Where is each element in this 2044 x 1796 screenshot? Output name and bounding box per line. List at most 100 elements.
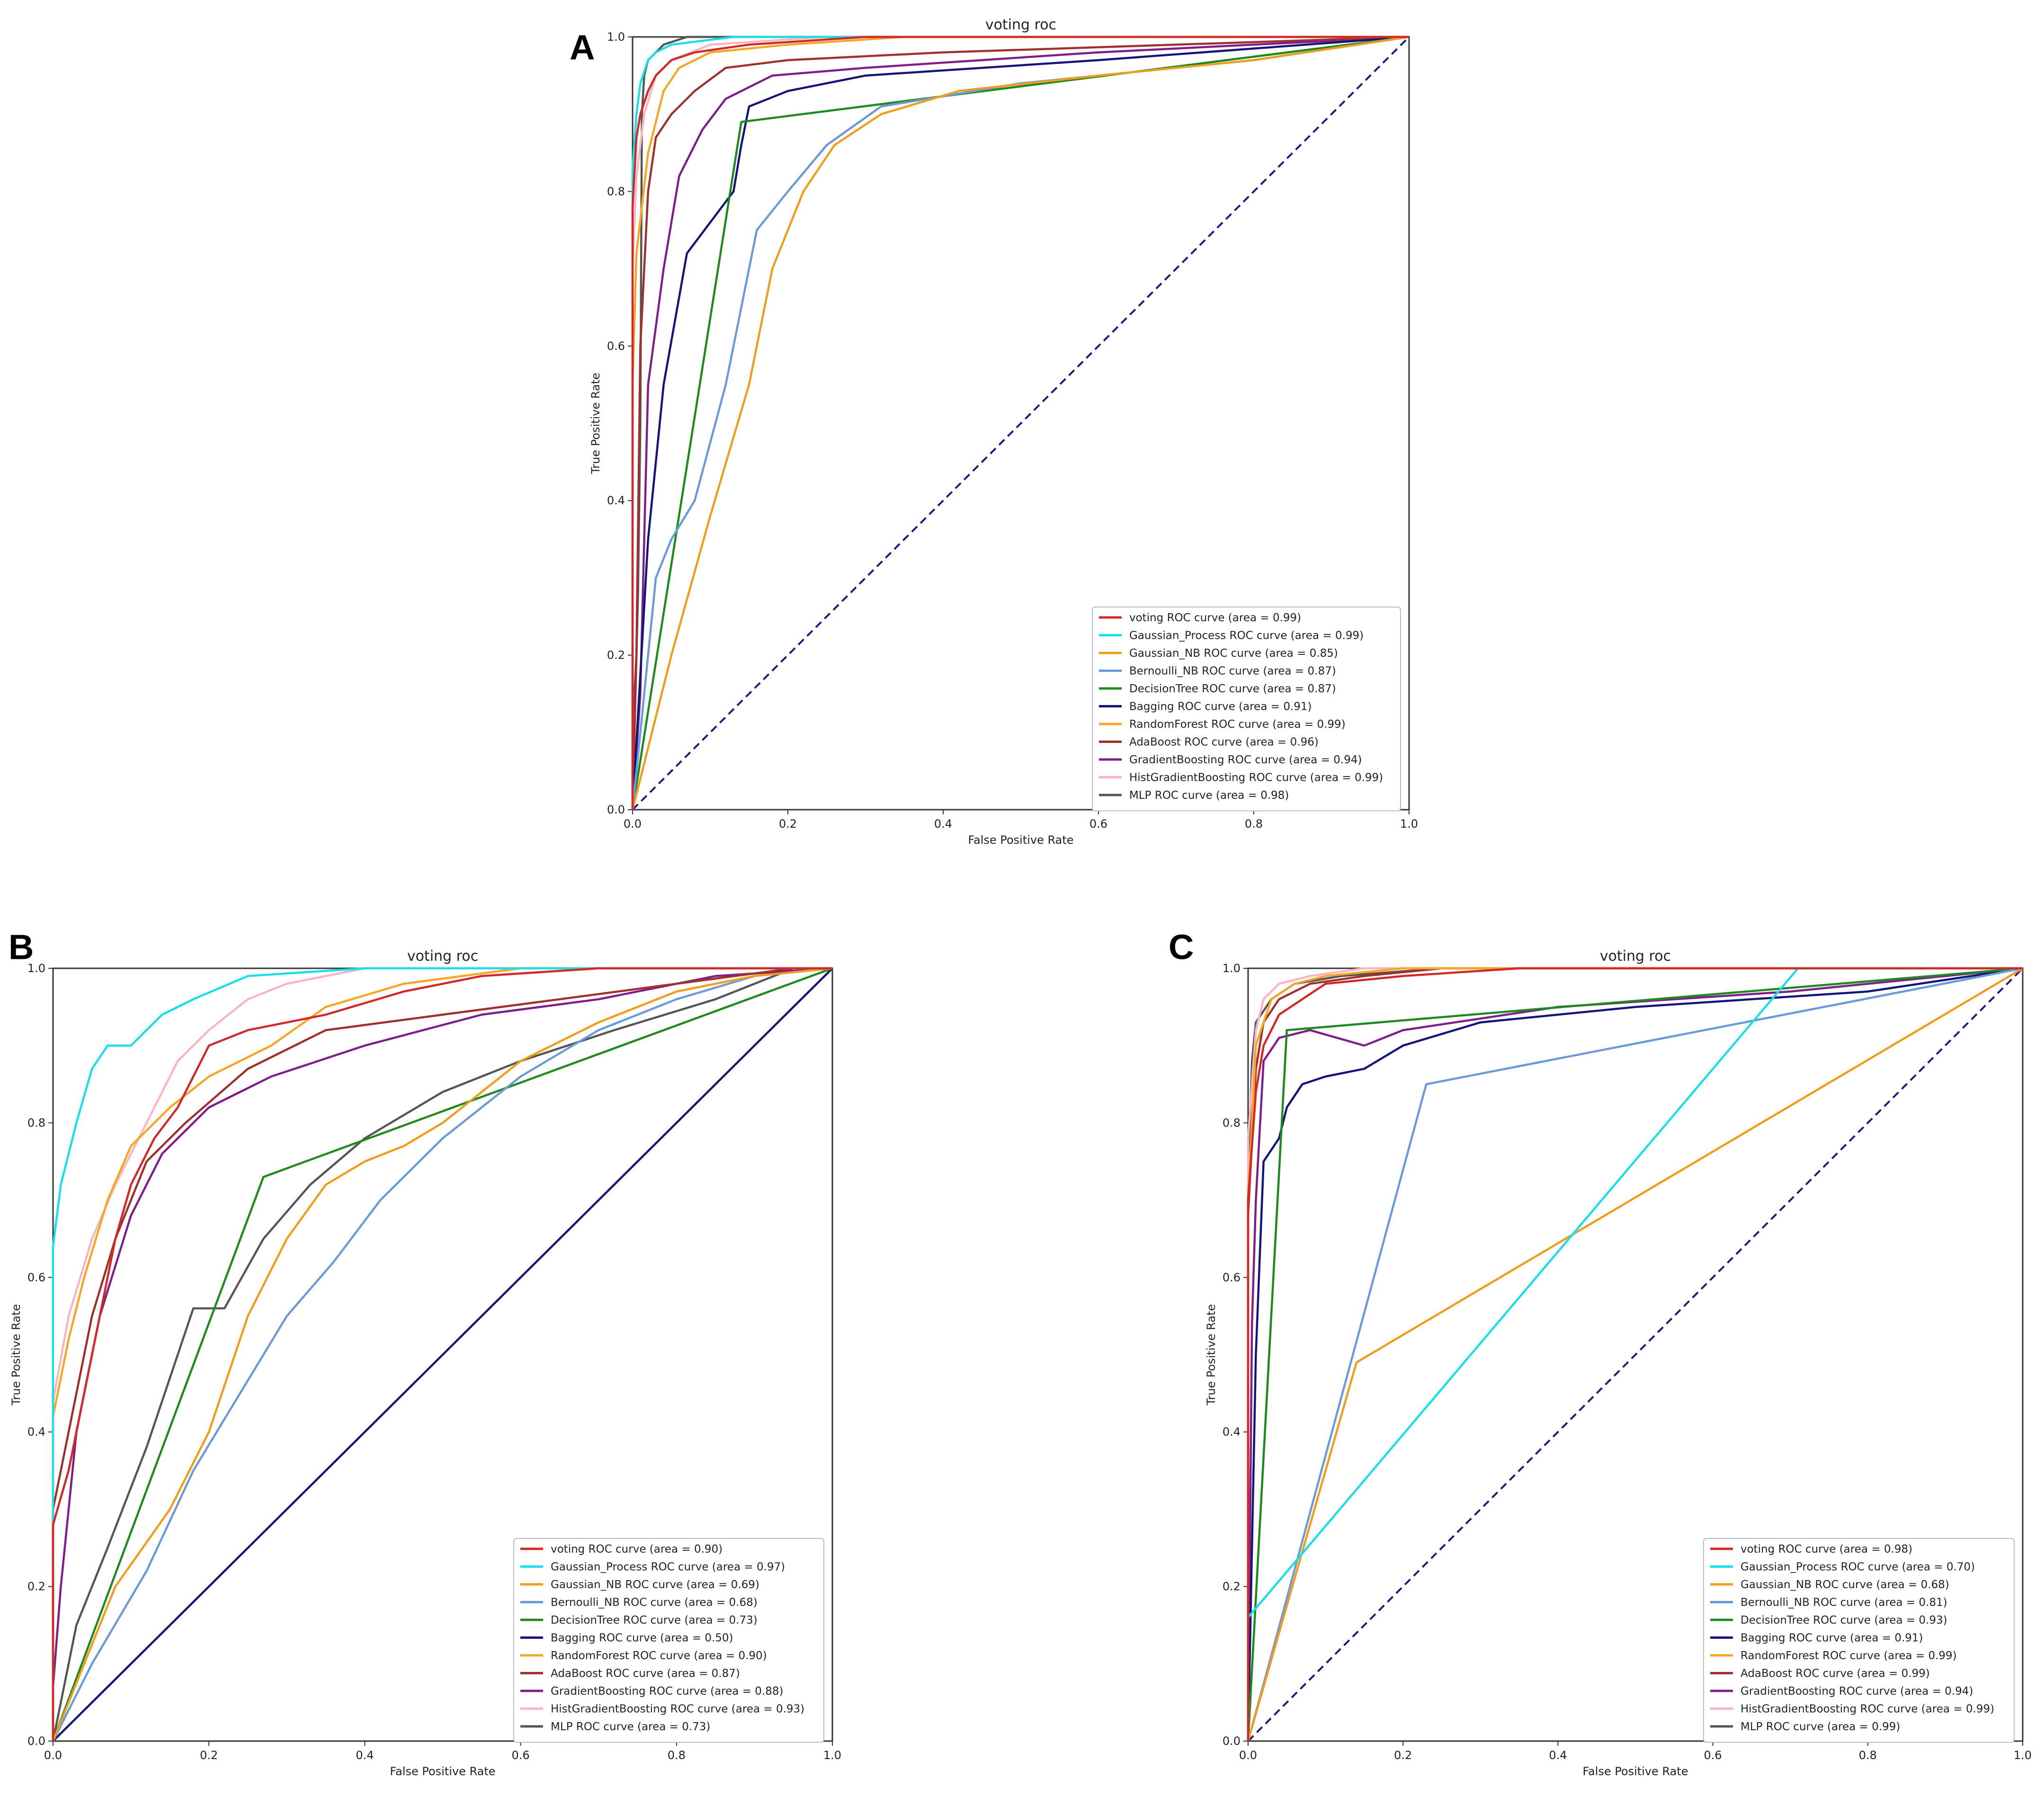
legend: voting ROC curve (area = 0.98) Gaussian_P… — [1703, 1538, 2015, 1743]
x-axis-label: False Positive Rate — [1582, 1765, 1688, 1778]
roc-series-line — [52, 967, 832, 1741]
legend-label: HistGradientBoosting ROC curve (area = 0… — [1741, 1703, 1994, 1716]
y-tick-label: 1.0 — [27, 962, 45, 975]
legend-label: GradientBoosting ROC curve (area = 0.94) — [1741, 1685, 1973, 1698]
roc-series-line — [52, 967, 832, 1741]
legend-box — [513, 1538, 824, 1743]
y-tick-label: 0.4 — [607, 494, 625, 507]
x-tick-label: 0.4 — [356, 1749, 374, 1762]
x-tick-label: 1.0 — [2014, 1749, 2032, 1762]
roc-series-line — [52, 967, 833, 1742]
legend-label: Bernoulli_NB ROC curve (area = 0.81) — [1741, 1597, 1947, 1609]
legend-label: Gaussian_Process ROC curve (area = 0.99) — [1129, 630, 1364, 642]
y-tick-label: 1.0 — [607, 30, 625, 44]
legend-label: Gaussian_Process ROC curve (area = 0.97) — [551, 1561, 785, 1573]
x-tick-label: 0.4 — [934, 817, 952, 831]
y-tick-label: 0.8 — [607, 185, 625, 198]
y-tick-label: 0.0 — [27, 1734, 45, 1748]
x-axis-label: False Positive Rate — [390, 1765, 495, 1778]
y-tick-label: 0.8 — [1223, 1116, 1241, 1129]
roc-series-line — [631, 36, 1410, 810]
roc-series-line — [631, 36, 1410, 810]
roc-series-line — [1247, 967, 2023, 1742]
panel-letter: C — [1169, 928, 1194, 967]
legend-label: AdaBoost ROC curve (area = 0.96) — [1129, 736, 1319, 749]
roc-series-line — [631, 36, 1409, 810]
legend-label: Gaussian_NB ROC curve (area = 0.69) — [551, 1579, 759, 1591]
y-tick-label: 0.4 — [1223, 1425, 1241, 1439]
x-tick-label: 0.6 — [1089, 817, 1107, 831]
y-tick-label: 0.2 — [27, 1580, 45, 1593]
x-tick-label: 0.0 — [44, 1749, 62, 1762]
legend-label: MLP ROC curve (area = 0.73) — [551, 1721, 710, 1733]
x-tick-label: 0.0 — [1239, 1749, 1257, 1762]
x-tick-label: 0.2 — [1394, 1749, 1412, 1762]
x-tick-label: 0.6 — [512, 1749, 530, 1762]
legend-label: voting ROC curve (area = 0.90) — [551, 1543, 723, 1555]
roc-series-line — [1247, 967, 2023, 1741]
roc-series-line — [1247, 967, 2023, 1742]
y-axis-label: True Positive Rate — [1205, 1304, 1218, 1406]
roc-series-line — [1247, 967, 2024, 1742]
roc-curves — [631, 36, 1410, 810]
y-axis-label: True Positive Rate — [9, 1304, 23, 1406]
chart-title: voting roc — [1600, 948, 1671, 965]
x-tick-label: 0.2 — [779, 817, 797, 831]
legend-label: voting ROC curve (area = 0.98) — [1741, 1543, 1912, 1555]
legend-label: Gaussian_NB ROC curve (area = 0.85) — [1129, 647, 1338, 660]
roc-curves — [1247, 967, 2024, 1742]
legend-label: Bernoulli_NB ROC curve (area = 0.87) — [1129, 665, 1336, 678]
chart-title: voting roc — [985, 17, 1056, 33]
roc-series-line — [631, 36, 1410, 810]
legend-label: RandomForest ROC curve (area = 0.99) — [1741, 1650, 1957, 1662]
legend-label: AdaBoost ROC curve (area = 0.87) — [551, 1668, 740, 1680]
legend-label: MLP ROC curve (area = 0.98) — [1129, 789, 1289, 802]
roc-series-line — [1247, 967, 2023, 1741]
y-tick-label: 0.2 — [1223, 1580, 1241, 1593]
x-tick-label: 0.0 — [624, 817, 642, 831]
roc-series-line — [52, 967, 832, 1741]
legend-label: GradientBoosting ROC curve (area = 0.88) — [551, 1685, 783, 1698]
x-tick-label: 1.0 — [1400, 817, 1418, 831]
roc-series-line — [631, 36, 1409, 810]
chance-diagonal — [1247, 967, 2024, 1742]
roc-series-line — [52, 967, 833, 1742]
legend-label: AdaBoost ROC curve (area = 0.99) — [1741, 1668, 1930, 1680]
legend-label: MLP ROC curve (area = 0.99) — [1741, 1721, 1900, 1733]
y-tick-label: 0.4 — [27, 1425, 45, 1439]
roc-series-line — [52, 967, 832, 1741]
legend-label: Bagging ROC curve (area = 0.91) — [1741, 1632, 1923, 1644]
legend-label: HistGradientBoosting ROC curve (area = 0… — [1129, 772, 1383, 784]
roc-series-line — [52, 967, 833, 1742]
roc-series-line — [52, 967, 833, 1741]
roc-curves — [52, 967, 833, 1742]
roc-series-line — [631, 36, 1409, 810]
roc-series-line — [52, 967, 832, 1741]
legend-label: DecisionTree ROC curve (area = 0.87) — [1129, 683, 1336, 695]
y-tick-label: 1.0 — [1223, 962, 1241, 975]
y-tick-label: 0.6 — [27, 1271, 45, 1284]
panel-letter: A — [570, 28, 595, 67]
x-axis-label: False Positive Rate — [968, 833, 1073, 847]
x-tick-label: 0.8 — [668, 1749, 686, 1762]
legend: voting ROC curve (area = 0.99) Gaussian_P… — [1092, 607, 1401, 812]
legend-label: Bagging ROC curve (area = 0.50) — [551, 1632, 733, 1644]
chance-diagonal — [632, 36, 1410, 811]
roc-series-line — [52, 967, 832, 1742]
y-tick-label: 0.8 — [27, 1116, 45, 1129]
legend-label: Gaussian_Process ROC curve (area = 0.70) — [1741, 1561, 1975, 1573]
y-tick-label: 0.0 — [607, 803, 625, 816]
legend-label: Bernoulli_NB ROC curve (area = 0.68) — [551, 1597, 758, 1609]
y-tick-label: 0.0 — [1223, 1734, 1241, 1748]
legend-label: DecisionTree ROC curve (area = 0.73) — [551, 1614, 758, 1626]
panel-letter: B — [9, 928, 34, 967]
y-tick-label: 0.6 — [1223, 1271, 1241, 1284]
x-tick-label: 0.8 — [1859, 1749, 1877, 1762]
legend-label: HistGradientBoosting ROC curve (area = 0… — [551, 1703, 804, 1716]
roc-series-line — [1247, 967, 2023, 1742]
legend: voting ROC curve (area = 0.90) Gaussian_P… — [513, 1538, 824, 1743]
legend-label: DecisionTree ROC curve (area = 0.93) — [1741, 1614, 1947, 1626]
